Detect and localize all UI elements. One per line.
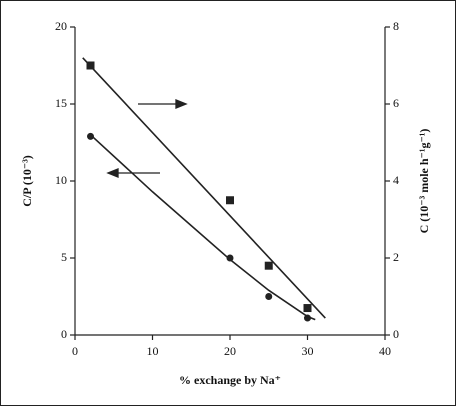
y2-tick-label: 0 bbox=[393, 327, 399, 341]
circle-point bbox=[87, 132, 94, 140]
y2-tick-label: 4 bbox=[393, 173, 399, 187]
y-tick-label: 10 bbox=[55, 173, 67, 187]
y2-tick-label: 2 bbox=[393, 250, 399, 264]
x-axis-label: % exchange by Na⁺ bbox=[179, 373, 281, 387]
fit-line bbox=[82, 57, 326, 319]
arrow-head bbox=[106, 168, 119, 178]
square-point bbox=[226, 196, 234, 205]
y-tick-label: 0 bbox=[61, 327, 67, 341]
circle-point bbox=[265, 293, 273, 300]
x-tick-label: 0 bbox=[72, 344, 78, 358]
y-tick-label: 5 bbox=[61, 250, 67, 264]
arrow-head bbox=[175, 99, 188, 109]
y2-tick-label: 6 bbox=[393, 96, 399, 110]
x-tick-label: 20 bbox=[224, 344, 236, 358]
square-point bbox=[264, 261, 273, 270]
x-tick-label: 30 bbox=[302, 344, 314, 358]
x-tick-label: 10 bbox=[147, 344, 159, 358]
y2-tick-label: 8 bbox=[393, 19, 399, 33]
y2-axis-label: C (10⁻³ mole h⁻¹g⁻¹) bbox=[417, 129, 431, 234]
square-point bbox=[303, 304, 312, 313]
circle-point bbox=[304, 314, 311, 322]
y-axis-label: C/P (10⁻³) bbox=[20, 155, 34, 207]
y-tick-label: 20 bbox=[55, 19, 67, 33]
annotation-arrows bbox=[106, 99, 188, 178]
circle-point bbox=[226, 254, 234, 262]
y-tick-label: 15 bbox=[55, 96, 67, 110]
x-tick-label: 40 bbox=[379, 344, 391, 358]
fit-line bbox=[89, 134, 316, 321]
